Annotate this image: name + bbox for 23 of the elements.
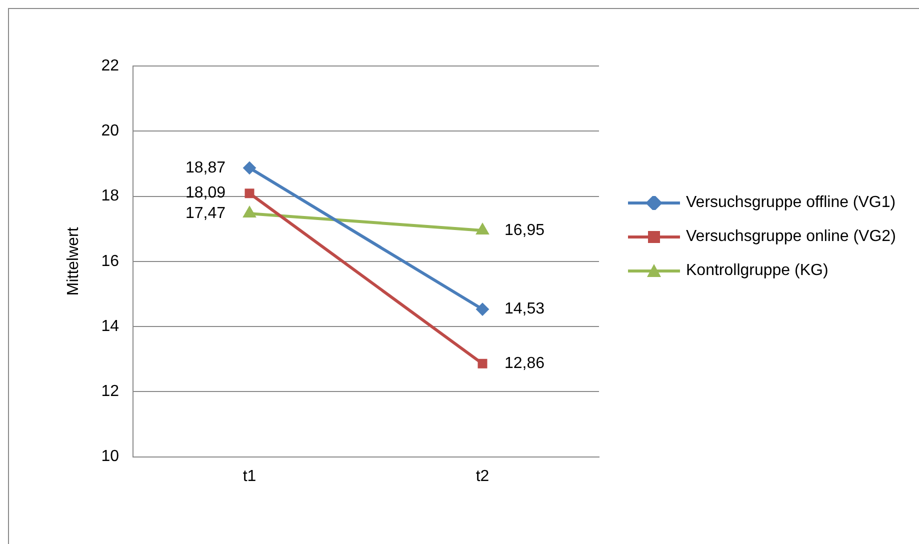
y-tick-label: 20 <box>101 122 120 140</box>
y-axis-title: Mittelwert <box>65 226 82 296</box>
y-tick-label: 12 <box>101 383 120 400</box>
y-tick-label: 18 <box>101 188 120 205</box>
data-label: 14,53 <box>504 300 545 318</box>
point <box>243 161 256 174</box>
legend-label: Kontrollgruppe (KG) <box>686 262 828 279</box>
y-tick-label: 14 <box>101 318 120 335</box>
data-label: 18,09 <box>185 184 226 202</box>
y-tick-label: 22 <box>101 57 120 74</box>
data-label: 12,86 <box>504 355 545 372</box>
legend-label: Versuchsgruppe online (VG2) <box>686 228 896 245</box>
x-tick-label: t2 <box>476 468 490 485</box>
legend-label: Versuchsgruppe offline (VG1) <box>686 194 896 211</box>
y-tick-label: 16 <box>101 252 120 270</box>
data-label: 16,95 <box>504 222 545 239</box>
point <box>476 302 489 316</box>
data-label: 17,47 <box>185 204 226 222</box>
data-label: 18,87 <box>185 159 226 176</box>
point <box>478 358 488 368</box>
point <box>244 188 254 198</box>
x-tick-label: t1 <box>242 468 256 485</box>
y-tick-label: 10 <box>101 448 120 466</box>
